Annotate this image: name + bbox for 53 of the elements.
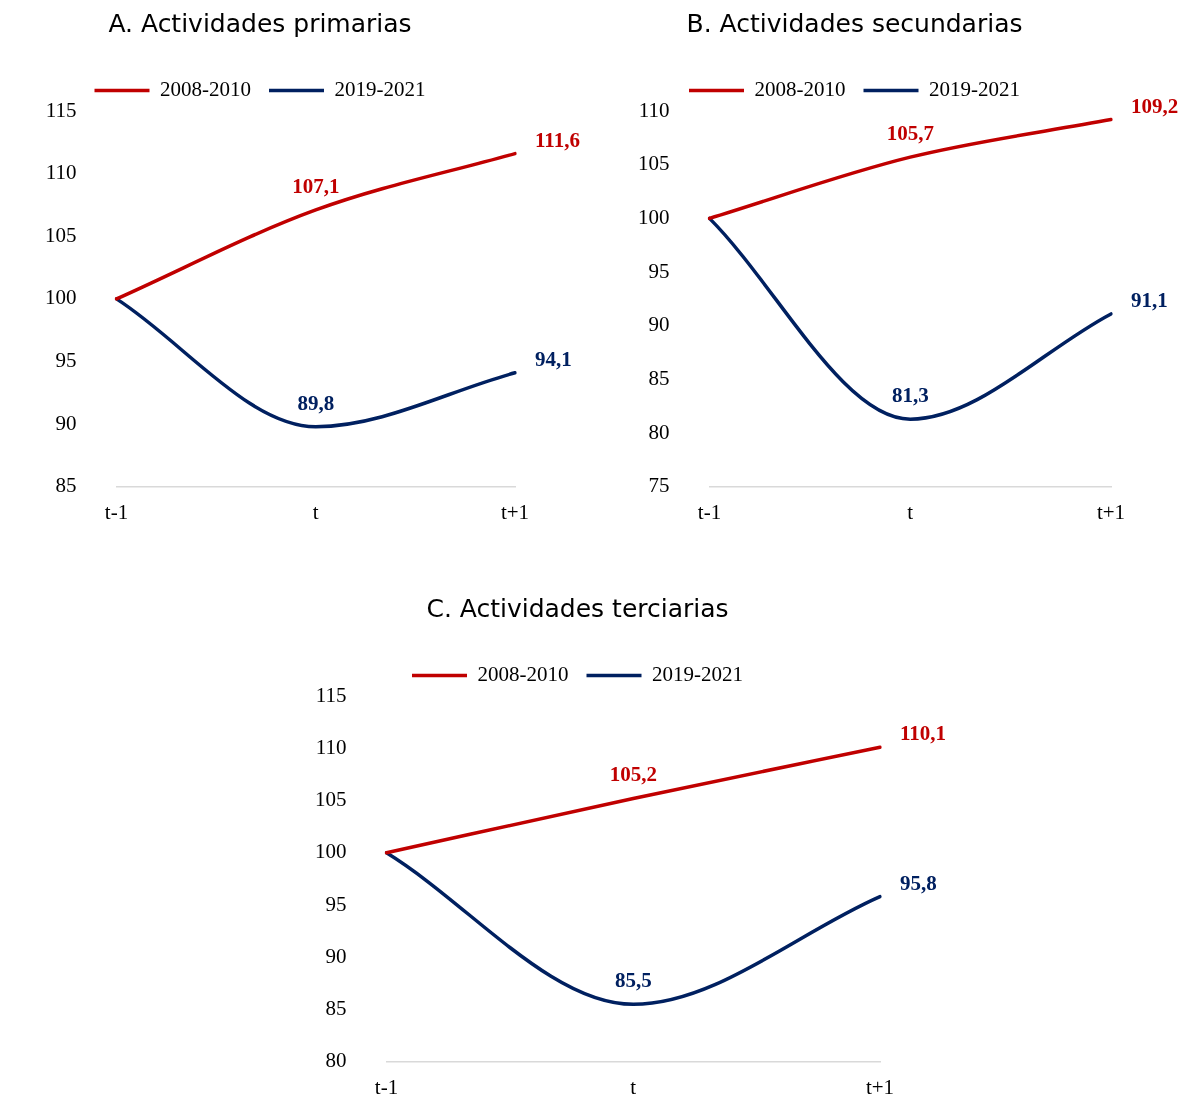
legend-label: 2008-2010	[477, 662, 569, 687]
chart-title: C. Actividades terciarias	[426, 593, 729, 623]
y-tick-label: 90	[55, 410, 77, 435]
data-label: 81,3	[891, 383, 929, 408]
y-tick-label: 105	[638, 151, 670, 176]
x-tick-label: t	[312, 499, 319, 524]
legend-label: 2008-2010	[754, 77, 846, 102]
y-tick-label: 110	[45, 160, 77, 185]
x-tick-label: t-1	[374, 1074, 399, 1099]
chart-title: B. Actividades secundarias	[686, 8, 1023, 38]
legend-label: 2008-2010	[160, 77, 252, 102]
y-tick-label: 90	[325, 943, 347, 968]
x-tick-label: t+1	[865, 1074, 895, 1099]
data-label: 109,2	[1131, 93, 1179, 118]
y-tick-label: 80	[648, 419, 670, 444]
data-label: 105,2	[609, 762, 657, 787]
chart-title: A. Actividades primarias	[108, 8, 412, 38]
y-tick-label: 90	[648, 312, 670, 337]
x-tick-label: t-1	[697, 499, 722, 524]
y-tick-label: 95	[55, 348, 77, 373]
y-tick-label: 115	[315, 682, 347, 707]
data-label: 95,8	[900, 870, 937, 895]
y-tick-label: 100	[45, 285, 77, 310]
x-tick-label: t+1	[500, 499, 530, 524]
data-label: 105,7	[886, 121, 934, 146]
data-label: 110,1	[900, 721, 947, 746]
x-tick-label: t	[630, 1074, 637, 1099]
data-label: 85,5	[614, 968, 652, 993]
y-tick-label: 85	[55, 473, 77, 498]
x-tick-label: t-1	[104, 499, 129, 524]
legend-label: 2019-2021	[929, 77, 1020, 102]
y-tick-label: 95	[325, 891, 347, 916]
legend-label: 2019-2021	[334, 77, 426, 102]
legend-label: 2019-2021	[652, 662, 743, 687]
y-tick-label: 100	[315, 839, 347, 864]
y-tick-label: 105	[45, 222, 77, 247]
y-tick-label: 85	[648, 365, 670, 390]
y-tick-label: 95	[648, 258, 670, 283]
x-tick-label: t+1	[1096, 499, 1126, 524]
y-tick-label: 115	[45, 97, 77, 122]
y-tick-label: 110	[315, 734, 347, 759]
y-tick-label: 110	[638, 97, 670, 122]
data-label: 91,1	[1131, 287, 1168, 312]
y-tick-label: 105	[315, 787, 347, 812]
y-tick-label: 100	[638, 204, 670, 229]
data-label: 89,8	[297, 390, 335, 415]
y-tick-label: 85	[325, 996, 347, 1021]
x-tick-label: t	[907, 499, 914, 524]
y-tick-label: 80	[325, 1048, 347, 1073]
data-label: 107,1	[292, 173, 340, 198]
data-label: 111,6	[535, 127, 580, 152]
y-tick-label: 75	[648, 473, 670, 498]
data-label: 94,1	[535, 346, 572, 371]
